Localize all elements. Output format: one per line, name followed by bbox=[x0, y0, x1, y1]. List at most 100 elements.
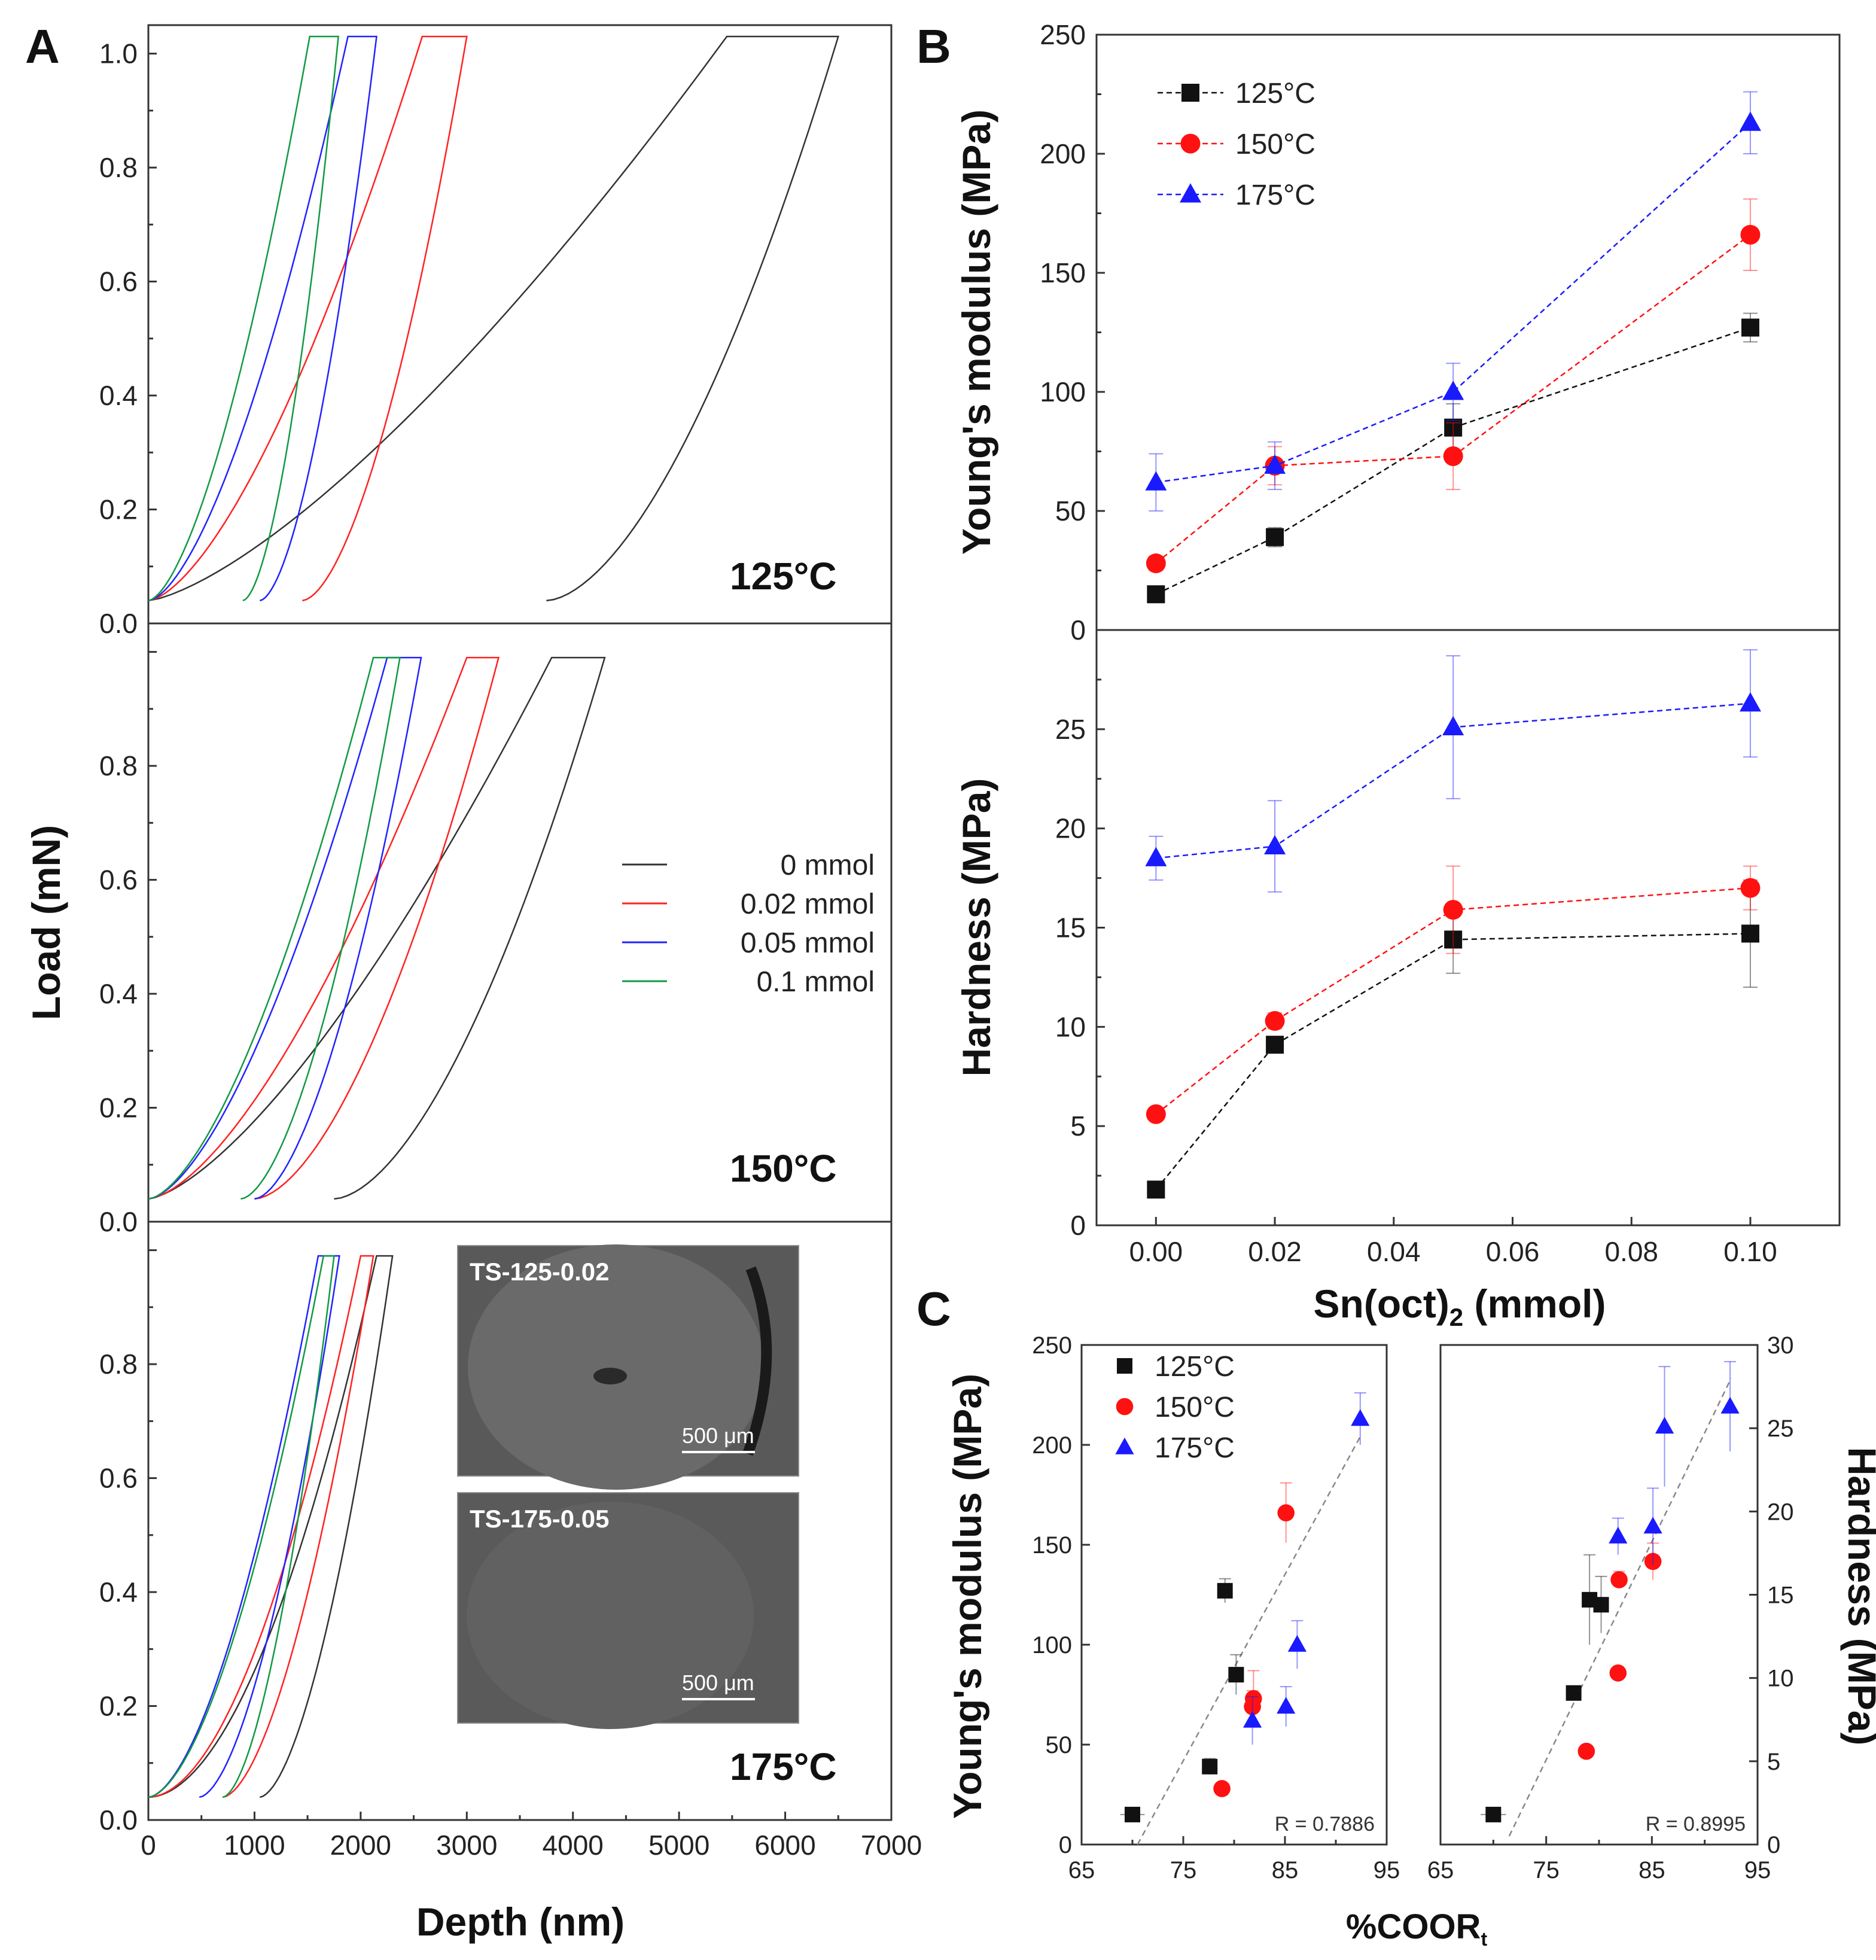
b-ytick-label: 0 bbox=[1070, 614, 1086, 646]
b2-y-axis-title: Hardness (MPa) bbox=[954, 778, 998, 1077]
c-data-point bbox=[1655, 1417, 1674, 1434]
b-data-layer bbox=[1145, 91, 1761, 1199]
a-legend-label-0: 0 mmol bbox=[781, 850, 875, 881]
c-ytick-label: 0 bbox=[1767, 1832, 1780, 1858]
sem-image-2-scalebar-label: 500 μm bbox=[682, 1670, 754, 1695]
c-xtick-label: 65 bbox=[1068, 1857, 1095, 1883]
b-ytick-label: 15 bbox=[1055, 912, 1086, 944]
a-tick-layer: 0.0 0.2 0.4 0.6 0.8 1.0 0.0 0.2 0.4 0.6 0.8 0.0 0.2 0… bbox=[99, 38, 922, 1861]
c-ytick-label: 100 bbox=[1032, 1632, 1072, 1658]
b-data-point bbox=[1145, 847, 1167, 866]
a-xtick-label: 5000 bbox=[648, 1830, 709, 1861]
c-xtick-label: 75 bbox=[1170, 1857, 1197, 1883]
c2-r-value: R = 0.8995 bbox=[1646, 1813, 1746, 1836]
c-data-point bbox=[1228, 1667, 1244, 1683]
b-series-line bbox=[1155, 327, 1751, 595]
c-xtick-label: 85 bbox=[1272, 1857, 1299, 1883]
load-depth-curve-0-02-mmol bbox=[148, 35, 468, 602]
b-data-point bbox=[1146, 1104, 1166, 1124]
a-ytick-label: 0.6 bbox=[99, 266, 138, 297]
a-ytick-label: 0.0 bbox=[99, 1804, 138, 1836]
a-xtick-label: 1000 bbox=[224, 1830, 285, 1861]
c-xtick-label: 95 bbox=[1374, 1857, 1400, 1883]
b-data-point bbox=[1442, 716, 1464, 736]
c-data-point bbox=[1593, 1597, 1609, 1613]
sem-image-1: TS-125-0.02 500 μm bbox=[457, 1244, 799, 1490]
b-data-point bbox=[1264, 835, 1286, 855]
b-legend-marker bbox=[1180, 133, 1201, 154]
c-data-point bbox=[1202, 1758, 1218, 1775]
b2-frame bbox=[1095, 629, 1841, 1226]
c1-r-value: R = 0.7886 bbox=[1275, 1813, 1375, 1836]
c-data-point bbox=[1287, 1635, 1306, 1652]
c-data-point bbox=[1609, 1664, 1627, 1682]
load-depth-curve-0-05-mmol bbox=[148, 35, 377, 602]
c-legend-label-0: 125°C bbox=[1155, 1351, 1235, 1383]
a-legend-label-1: 0.02 mmol bbox=[741, 888, 875, 920]
c-legend-marker bbox=[1117, 1358, 1132, 1374]
c-xtick-label: 65 bbox=[1427, 1857, 1454, 1883]
a-ytick-label: 0.4 bbox=[99, 978, 138, 1009]
c-ytick-label: 5 bbox=[1767, 1749, 1780, 1775]
b-data-point bbox=[1442, 381, 1464, 400]
b-data-point bbox=[1444, 930, 1463, 949]
b-ytick-label: 5 bbox=[1070, 1110, 1086, 1142]
c-data-point bbox=[1217, 1582, 1233, 1599]
b-series-line bbox=[1155, 234, 1751, 564]
load-depth-curve-0-mmol bbox=[148, 1255, 394, 1798]
a-ytick-label: 0.0 bbox=[99, 1206, 138, 1237]
b-series-line bbox=[1156, 702, 1751, 859]
c-data-point bbox=[1609, 1526, 1628, 1544]
b1-y-axis-title: Young's modulus (MPa) bbox=[954, 109, 998, 555]
sem-image-1-specimen bbox=[468, 1244, 765, 1490]
panel-label-b: B bbox=[916, 20, 951, 73]
a1-temperature-tag: 125°C bbox=[730, 555, 837, 598]
b-data-point bbox=[1740, 224, 1761, 245]
sem-image-2-specimen bbox=[467, 1502, 754, 1729]
a-xtick-label: 2000 bbox=[330, 1830, 391, 1861]
load-depth-curve-0-1-mmol bbox=[148, 656, 401, 1200]
c-data-layer bbox=[1120, 1361, 1740, 1845]
c-data-point bbox=[1277, 1697, 1296, 1714]
b-ytick-label: 0 bbox=[1070, 1210, 1086, 1241]
c-xtick-label: 85 bbox=[1639, 1857, 1665, 1883]
c-legend-marker bbox=[1115, 1437, 1134, 1454]
a-ytick-label: 0.4 bbox=[99, 380, 138, 411]
b-series-line bbox=[1155, 933, 1750, 1191]
b-data-point bbox=[1741, 924, 1759, 943]
b-xtick-label: 0.08 bbox=[1604, 1236, 1658, 1267]
a-xtick-label: 6000 bbox=[754, 1830, 815, 1861]
sem-image-2-label: TS-175-0.05 bbox=[470, 1505, 609, 1533]
a-xtick-label: 7000 bbox=[861, 1830, 922, 1861]
a-xtick-label: 0 bbox=[141, 1830, 156, 1861]
b-data-point bbox=[1739, 692, 1761, 712]
a-legend-label-2: 0.05 mmol bbox=[741, 927, 875, 959]
b-legend-label-0: 125°C bbox=[1235, 78, 1315, 109]
c-ytick-label: 50 bbox=[1046, 1732, 1073, 1758]
b-data-point bbox=[1147, 585, 1165, 604]
b-data-point bbox=[1443, 446, 1463, 466]
c-data-point bbox=[1485, 1806, 1502, 1822]
c2-y-axis-title: Hardness (MPa) bbox=[1840, 1447, 1876, 1746]
b-data-point bbox=[1266, 528, 1284, 546]
a-ytick-label: 0.6 bbox=[99, 1463, 138, 1494]
b-legend-label-2: 175°C bbox=[1235, 179, 1315, 211]
b-data-point bbox=[1741, 318, 1759, 337]
load-depth-curve-0-05-mmol bbox=[148, 656, 422, 1200]
panel-label-c: C bbox=[916, 1282, 951, 1335]
b-xtick-label: 0.02 bbox=[1248, 1236, 1302, 1267]
c-data-point bbox=[1245, 1690, 1262, 1708]
c-ytick-label: 15 bbox=[1767, 1582, 1794, 1609]
b-data-point bbox=[1145, 471, 1167, 491]
a-ytick-label: 0.8 bbox=[99, 1349, 138, 1380]
b-ytick-label: 25 bbox=[1055, 714, 1086, 745]
a-xtick-label: 3000 bbox=[436, 1830, 497, 1861]
load-depth-curve-0-02-mmol bbox=[148, 1255, 374, 1798]
b-legend: 125°C 150°C 175°C bbox=[1158, 78, 1315, 211]
b-xtick-label: 0.04 bbox=[1367, 1236, 1421, 1267]
c-ytick-label: 200 bbox=[1032, 1432, 1072, 1459]
b-data-point bbox=[1266, 1036, 1284, 1054]
sem-image-1-label: TS-125-0.02 bbox=[470, 1258, 609, 1286]
a-y-axis-title: Load (mN) bbox=[24, 825, 68, 1020]
c-ytick-label: 150 bbox=[1032, 1532, 1072, 1559]
